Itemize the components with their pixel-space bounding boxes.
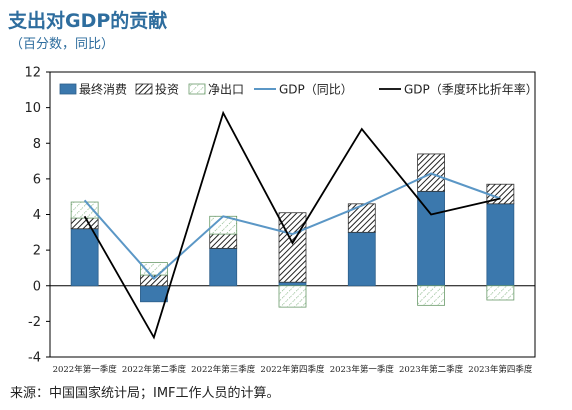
legend-label: 净出口 [208, 83, 244, 97]
source-note: 来源：中国国家统计局；IMF工作人员的计算。 [10, 386, 280, 401]
y-tick-label: 2 [33, 244, 41, 259]
bar-segment [278, 212, 307, 283]
chart-title: 支出对GDP的贡献 [8, 10, 168, 32]
bar-segment [486, 203, 515, 287]
series-line [83, 172, 501, 281]
chart-subtitle: （百分数，同比） [10, 37, 115, 52]
y-tick-label: 4 [33, 208, 41, 223]
bar-segment [140, 274, 168, 287]
chart-svg: -4 -2 0 2 4 6 8 10 12 2022年第一季度 2022年第二季度 2022年第三季度… [24, 66, 538, 376]
x-tick-label: 2022年第三季度 [191, 364, 256, 375]
legend-label: 投资 [155, 82, 179, 97]
legend-label: GDP（季度环比折年率） [404, 82, 538, 97]
y-tick-label: 10 [24, 101, 41, 116]
x-tick-label: 2023年第二季度 [399, 364, 464, 375]
bar-segment [417, 190, 445, 287]
y-tick-label: 8 [33, 137, 41, 152]
x-tick-label: 2023年第四季度 [468, 364, 533, 375]
legend-label: GDP（同比） [279, 83, 353, 97]
plot-area: -4 -2 0 2 4 6 8 10 12 2022年第一季度 2022年第二季度 2022年第三季度… [24, 66, 536, 375]
legend-label: 最终消费 [79, 82, 127, 97]
series-line [83, 110, 501, 340]
bar-segment [486, 285, 515, 301]
y-tick-label: 6 [33, 172, 41, 187]
bar-segment [70, 217, 99, 230]
legend: 最终消费 投资 净出口 GDP（同比） GDP（季度环比折年率） [59, 82, 538, 97]
bar-segment [140, 285, 168, 303]
y-tick-label: -2 [28, 315, 41, 330]
legend-swatch [59, 83, 77, 95]
bar-segment [278, 285, 307, 308]
legend-swatch [135, 83, 153, 95]
y-tick-label: 0 [33, 279, 41, 294]
x-tick-label: 2022年第一季度 [53, 364, 118, 375]
bar-segment [209, 233, 238, 249]
y-tick-label: 12 [24, 66, 41, 81]
y-tick-label: -4 [28, 351, 41, 366]
x-tick-label: 2023年第一季度 [330, 364, 395, 375]
bar-segment [278, 281, 307, 287]
legend-swatch [188, 83, 206, 95]
x-tick-label: 2022年第四季度 [260, 364, 325, 375]
bar-segment [209, 247, 238, 287]
x-tick-label: 2022年第二季度 [122, 364, 187, 375]
bar-segment [347, 231, 376, 287]
bar-segment [417, 285, 445, 306]
bar-segment [70, 228, 99, 287]
bar-segment [347, 203, 376, 233]
